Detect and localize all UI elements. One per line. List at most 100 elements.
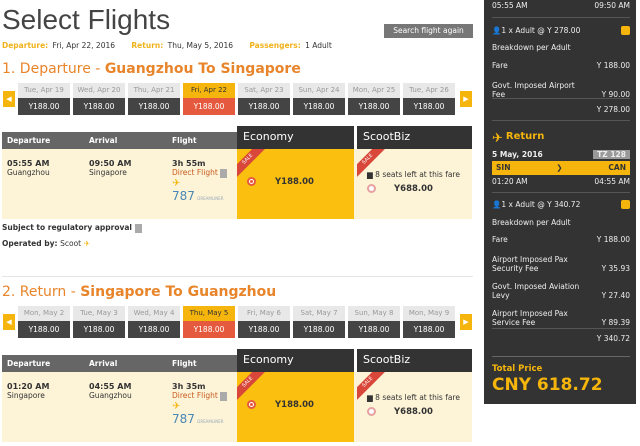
date-tab[interactable]: Mon, Apr 25 Y188.00 xyxy=(348,83,400,116)
search-again-button[interactable]: Search flight again xyxy=(384,24,473,38)
date-tab[interactable]: Wed, May 4 Y188.00 xyxy=(128,306,180,339)
plane-icon: ✈ xyxy=(172,400,181,412)
out-pax: 👤1 x Adult @ Y 278.00 xyxy=(492,26,581,35)
return-label: Return: xyxy=(131,41,164,50)
date-label: Sun, Apr 24 xyxy=(293,83,345,98)
date-price: Y188.00 xyxy=(293,98,345,115)
item-label: Fare xyxy=(492,235,508,244)
scootbiz-radio[interactable] xyxy=(367,407,376,416)
date-tab[interactable]: Fri, Apr 22 Y188.00 xyxy=(183,83,235,116)
operated-value: Scoot xyxy=(60,239,82,248)
passengers-value: 1 Adult xyxy=(305,41,332,50)
date-price: Y188.00 xyxy=(18,98,70,115)
operated-by: Operated by: Scoot ✈ xyxy=(2,239,90,248)
direct-flight-link[interactable]: Direct Flight xyxy=(172,168,218,177)
date-tab[interactable]: Thu, Apr 21 Y188.00 xyxy=(128,83,180,116)
return-value: Thu, May 5, 2016 xyxy=(167,41,233,50)
date-tab[interactable]: Sun, Apr 24 Y188.00 xyxy=(293,83,345,116)
table-header: Departure Arrival Flight xyxy=(2,355,237,372)
plane-icon: ✈ xyxy=(492,131,503,146)
label: Flight xyxy=(172,136,197,145)
info-icon[interactable] xyxy=(220,168,228,178)
aircraft-brand: DREAMLINER xyxy=(197,195,224,201)
date-tab[interactable]: Fri, May 6 Y188.00 xyxy=(238,306,290,339)
date-tab[interactable]: Sat, Apr 23 Y188.00 xyxy=(238,83,290,116)
plane-icon: ✈ xyxy=(83,239,91,248)
item-label: Airport Imposed Pax Security Fee xyxy=(492,255,568,273)
breakdown-label: Breakdown per Adult xyxy=(492,43,571,52)
flight-badge: TZ 128 xyxy=(593,150,630,159)
date-price: Y188.00 xyxy=(403,321,455,338)
plane-icon: ✈ xyxy=(172,177,181,189)
date-price: Y188.00 xyxy=(238,321,290,338)
economy-price: Y188.00 xyxy=(275,400,314,410)
person-icon: 👤 xyxy=(492,26,502,35)
date-label: Wed, Apr 20 xyxy=(73,83,125,98)
date-price: Y188.00 xyxy=(348,321,400,338)
aircraft-logo: 787 xyxy=(172,188,195,203)
date-price: Y188.00 xyxy=(128,98,180,115)
scootbiz-radio[interactable] xyxy=(367,184,376,193)
date-label: Thu, Apr 21 xyxy=(128,83,180,98)
chevron-right-icon: ❯ xyxy=(556,163,563,172)
label: Singapore To Guangzhou xyxy=(80,284,277,300)
date-label: Fri, Apr 22 xyxy=(183,83,235,98)
date-tab[interactable]: Thu, May 5 Y188.00 xyxy=(183,306,235,339)
flight-row: 05:55 AM Guangzhou 09:50 AM Singapore 3h 5… xyxy=(2,149,472,219)
label: Guangzhou To Singapore xyxy=(104,61,301,77)
economy-fare[interactable]: SALE Y188.00 xyxy=(237,372,354,442)
next-dates-button[interactable]: ▶ xyxy=(460,91,472,107)
seats-left: 8 seats left at this fare xyxy=(375,170,460,179)
date-label: Sat, Apr 23 xyxy=(238,83,290,98)
divider xyxy=(2,276,473,277)
label: SALE xyxy=(237,149,265,177)
date-label: Tue, Apr 26 xyxy=(403,83,455,98)
info-icon[interactable] xyxy=(134,223,142,233)
date-tab[interactable]: Mon, May 2 Y188.00 xyxy=(18,306,70,339)
date-price: Y188.00 xyxy=(73,321,125,338)
label: Flight xyxy=(172,359,197,368)
economy-price: Y188.00 xyxy=(275,177,314,187)
label: 1. Departure - xyxy=(2,61,105,77)
table-header: Departure Arrival Flight xyxy=(2,132,237,149)
out-arr: 09:50 AM xyxy=(594,1,630,10)
dep-time: 05:55 AM xyxy=(7,159,50,168)
info-icon[interactable] xyxy=(220,391,228,401)
economy-radio[interactable] xyxy=(247,400,256,409)
economy-fare[interactable]: SALE Y188.00 xyxy=(237,149,354,219)
aircraft-logo: 787 xyxy=(172,411,195,426)
next-dates-button[interactable]: ▶ xyxy=(460,314,472,330)
ret-arr: 04:55 AM xyxy=(594,177,630,186)
ret-dep: 01:20 AM xyxy=(492,177,528,186)
date-label: Thu, May 5 xyxy=(183,306,235,321)
seats-left: 8 seats left at this fare xyxy=(375,393,460,402)
date-tab[interactable]: Tue, May 3 Y188.00 xyxy=(73,306,125,339)
date-tab[interactable]: Tue, Apr 26 Y188.00 xyxy=(403,83,455,116)
label: Departure xyxy=(7,136,51,145)
date-label: Mon, May 9 xyxy=(403,306,455,321)
date-price: Y188.00 xyxy=(73,98,125,115)
prev-dates-button[interactable]: ◀ xyxy=(3,314,15,330)
scootbiz-fare[interactable]: SALE ▆ 8 seats left at this fare Y688.00 xyxy=(357,372,472,442)
economy-header: Economy xyxy=(237,349,354,372)
economy-radio[interactable] xyxy=(247,177,256,186)
date-tab[interactable]: Mon, May 9 Y188.00 xyxy=(403,306,455,339)
item-label: Govt. Imposed Aviation Levy xyxy=(492,282,580,300)
date-tab[interactable]: Sat, May 7 Y188.00 xyxy=(293,306,345,339)
date-tab[interactable]: Sun, May 8 Y188.00 xyxy=(348,306,400,339)
out-dep: 05:55 AM xyxy=(492,1,528,10)
ret-date: 5 May, 2016 xyxy=(492,150,543,159)
dep-city: Guangzhou xyxy=(7,168,50,177)
direct-flight-link[interactable]: Direct Flight xyxy=(172,391,218,400)
label: Departure xyxy=(7,359,51,368)
date-tab[interactable]: Tue, Apr 19 Y188.00 xyxy=(18,83,70,116)
scootbiz-fare[interactable]: SALE ▆ 8 seats left at this fare Y688.00 xyxy=(357,149,472,219)
date-tab[interactable]: Wed, Apr 20 Y188.00 xyxy=(73,83,125,116)
departure-date-tabs: ◀ Tue, Apr 19 Y188.00 Wed, Apr 20 Y188.00 Thu… xyxy=(3,83,473,116)
date-label: Mon, May 2 xyxy=(18,306,70,321)
prev-dates-button[interactable]: ◀ xyxy=(3,91,15,107)
expand-icon[interactable] xyxy=(621,26,630,35)
item-value: Y 90.00 xyxy=(601,90,630,99)
expand-icon[interactable] xyxy=(621,200,630,209)
breakdown-label: Breakdown per Adult xyxy=(492,218,571,227)
